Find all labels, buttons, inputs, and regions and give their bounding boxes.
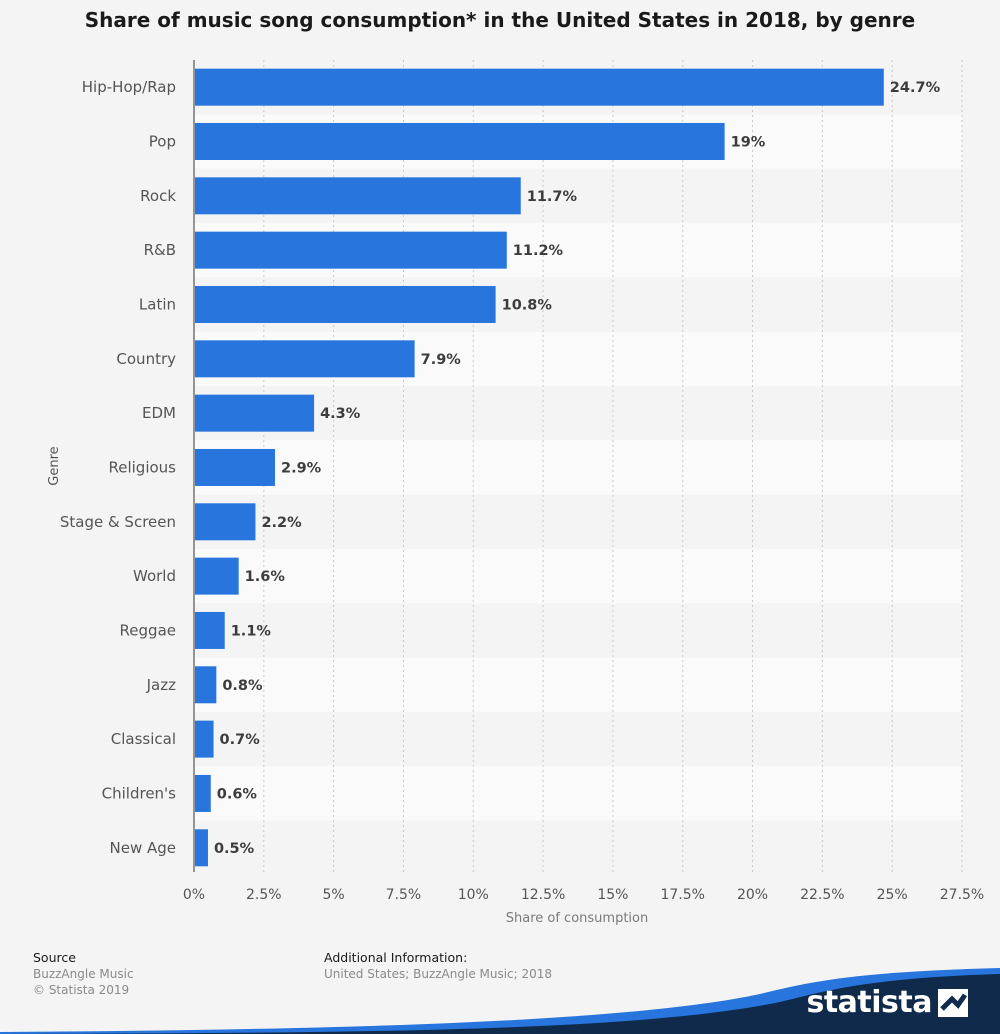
row-band — [194, 711, 962, 767]
x-axis-label: Share of consumption — [506, 911, 648, 926]
bar — [195, 557, 239, 595]
value-label: 11.2% — [513, 243, 564, 259]
row-band — [194, 657, 962, 712]
bar — [195, 122, 725, 160]
value-label: 0.6% — [217, 786, 258, 802]
value-label: 0.5% — [214, 841, 255, 857]
category-label: Reggae — [120, 621, 176, 639]
bar — [195, 394, 315, 432]
x-tick-label: 20% — [737, 887, 768, 903]
category-label: Children's — [102, 784, 177, 802]
statista-logo-icon — [938, 988, 968, 1017]
category-label: Pop — [149, 132, 176, 150]
x-tick-label: 22.5% — [800, 887, 844, 903]
value-label: 2.9% — [281, 460, 322, 476]
value-label: 19% — [731, 134, 766, 150]
source-block: Source BuzzAngle Music © Statista 2019 — [33, 950, 134, 997]
bar-chart: Hip-Hop/Rap Pop Rock R&B Latin Country EDM Reli… — [47, 60, 984, 926]
bars — [195, 68, 884, 867]
category-label: Stage & Screen — [60, 513, 176, 531]
bar — [195, 68, 884, 106]
x-tick-label: 2.5% — [246, 887, 282, 903]
value-label: 0.7% — [220, 732, 261, 748]
x-tick-label: 0% — [183, 887, 205, 903]
y-axis-label: Genre — [47, 446, 62, 485]
bar — [195, 666, 217, 704]
value-label: 0.8% — [222, 678, 263, 694]
source-line-2: © Statista 2019 — [33, 983, 130, 997]
category-label: EDM — [142, 404, 176, 422]
bar — [195, 829, 208, 867]
x-tick-labels: 0% 2.5% 5% 7.5% 10% 12.5% 15% 17.5% 20% 22.5% 25% 2… — [183, 887, 984, 903]
additional-info-heading: Additional Information: — [324, 950, 468, 965]
chart-title: Share of music song consumption* in the … — [84, 8, 916, 32]
value-label: 2.2% — [261, 515, 302, 531]
value-labels: 24.7% 19% 11.7% 11.2% 10.8% 7.9% 4.3% 2.9% 2.2% 1… — [214, 80, 941, 857]
value-label: 10.8% — [502, 297, 553, 313]
source-heading: Source — [33, 950, 76, 965]
bar — [195, 177, 521, 215]
category-label: World — [133, 567, 176, 585]
row-band — [194, 440, 962, 495]
category-label: Latin — [139, 295, 176, 313]
value-label: 11.7% — [527, 189, 578, 205]
x-tick-label: 25% — [877, 887, 908, 903]
bar — [195, 611, 225, 649]
category-label: New Age — [110, 839, 177, 857]
x-tick-label: 5% — [323, 887, 345, 903]
brand-name: statista — [806, 985, 932, 1020]
category-labels: Hip-Hop/Rap Pop Rock R&B Latin Country EDM Reli… — [60, 78, 176, 857]
category-label: R&B — [144, 241, 176, 259]
x-tick-label: 10% — [458, 887, 489, 903]
x-tick-label: 17.5% — [660, 887, 704, 903]
row-band — [194, 548, 962, 604]
row-band — [194, 820, 962, 875]
value-label: 1.6% — [245, 569, 286, 585]
source-line-1: BuzzAngle Music — [33, 967, 134, 981]
bar — [195, 503, 256, 541]
x-tick-label: 27.5% — [940, 887, 984, 903]
statista-logo[interactable]: statista — [806, 985, 968, 1020]
bar — [195, 774, 211, 812]
row-band — [194, 766, 962, 821]
x-tick-label: 7.5% — [386, 887, 422, 903]
additional-info-block: Additional Information: United States; B… — [324, 950, 552, 981]
bar — [195, 448, 275, 486]
category-label: Country — [116, 350, 176, 368]
row-band — [194, 385, 962, 441]
category-label: Rock — [140, 187, 176, 205]
additional-info-text: United States; BuzzAngle Music; 2018 — [324, 967, 553, 981]
x-tick-label: 12.5% — [521, 887, 565, 903]
brand-wave — [0, 968, 1000, 1034]
category-label: Hip-Hop/Rap — [82, 78, 176, 96]
value-label: 4.3% — [320, 406, 361, 422]
value-label: 7.9% — [421, 352, 462, 368]
bar — [195, 285, 496, 323]
row-band — [194, 494, 962, 549]
bar — [195, 231, 507, 269]
bar — [195, 340, 415, 378]
value-label: 24.7% — [890, 80, 941, 96]
category-label: Religious — [109, 458, 177, 476]
row-band — [194, 603, 962, 658]
x-tick-label: 15% — [597, 887, 628, 903]
category-label: Classical — [111, 730, 176, 748]
category-label: Jazz — [146, 676, 176, 694]
bar — [195, 720, 214, 758]
value-label: 1.1% — [231, 623, 272, 639]
